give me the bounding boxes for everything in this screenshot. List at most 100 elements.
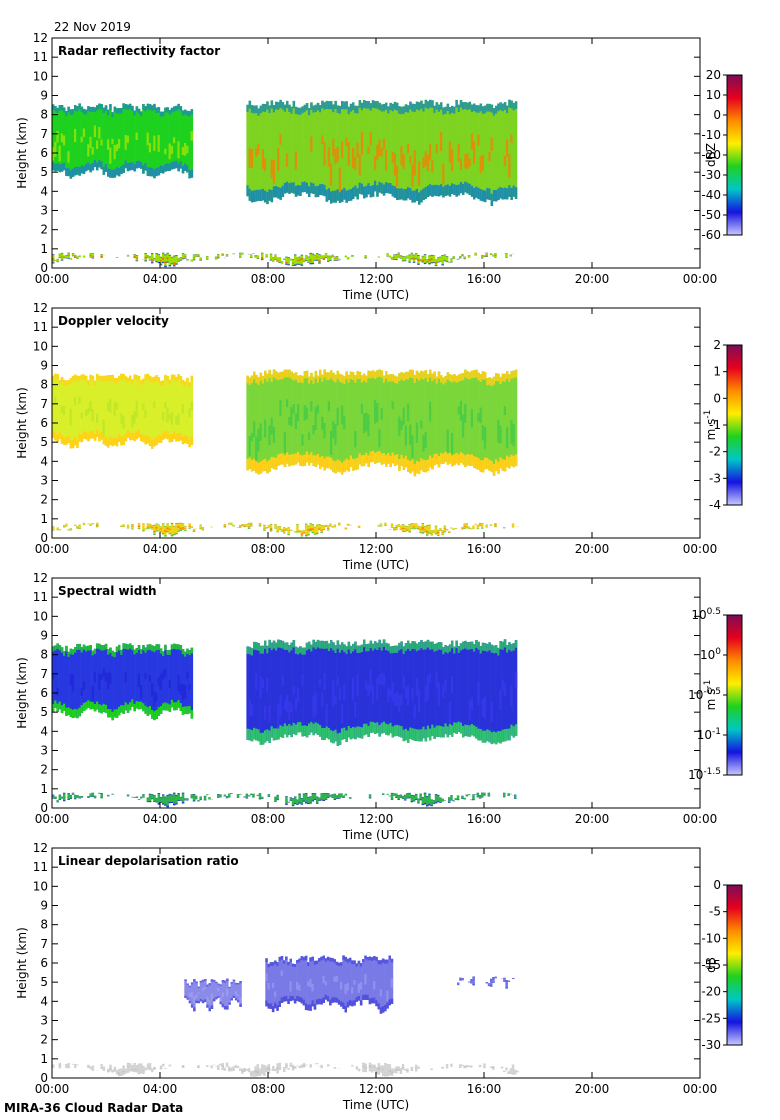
data-field-1: [52, 103, 194, 179]
y-tick-label: 10: [33, 339, 48, 353]
y-tick-label: 7: [40, 937, 48, 951]
y-tick-label: 4: [40, 454, 48, 468]
colorbar: [726, 74, 743, 236]
colorbar: [726, 884, 743, 1046]
y-tick-label: 3: [40, 744, 48, 758]
data-field-3: [52, 522, 519, 537]
colorbar-tick-label: -1: [709, 418, 721, 432]
y-tick-label: 11: [33, 860, 48, 874]
data-field-2: [246, 99, 518, 206]
data-field-group: [52, 639, 518, 808]
colorbar-tick-label: -3: [709, 471, 721, 485]
x-tick-label: 00:00: [683, 542, 718, 556]
data-field-3: [457, 976, 515, 989]
y-tick-label: 10: [33, 879, 48, 893]
y-tick-label: 2: [40, 763, 48, 777]
y-tick-label: 11: [33, 50, 48, 64]
colorbar-tick-label: -60: [701, 228, 721, 242]
x-tick-label: 00:00: [683, 1082, 718, 1096]
y-tick-label: 0: [40, 801, 48, 815]
y-tick-label: 7: [40, 667, 48, 681]
y-tick-label: 1: [40, 512, 48, 526]
y-tick-label: 10: [33, 609, 48, 623]
y-tick-label: 8: [40, 648, 48, 662]
panel-title: Doppler velocity: [58, 314, 169, 328]
x-tick-label: 16:00: [467, 812, 502, 826]
x-tick-label: 12:00: [359, 812, 394, 826]
y-tick-label: 4: [40, 994, 48, 1008]
x-tick-label: 00:00: [683, 272, 718, 286]
x-tick-label: 04:00: [143, 542, 178, 556]
colorbar-tick-label: -2: [709, 445, 721, 459]
x-tick-label: 08:00: [251, 1082, 286, 1096]
colorbar-unit-label: m s-1: [703, 680, 718, 711]
colorbar-unit-label: dB: [704, 957, 718, 973]
colorbar: [726, 344, 743, 506]
colorbar: [726, 614, 743, 776]
y-tick-label: 11: [33, 320, 48, 334]
y-tick-label: 8: [40, 918, 48, 932]
data-field-2: [265, 955, 394, 1014]
footer-label: MIRA-36 Cloud Radar Data: [4, 1101, 184, 1115]
y-tick-label: 6: [40, 416, 48, 430]
colorbar-tick-label: -5: [709, 905, 721, 919]
colorbar-tick-label: -20: [701, 985, 721, 999]
colorbar-tick-label: -20: [701, 148, 721, 162]
y-tick-label: 3: [40, 204, 48, 218]
data-field-1: [52, 373, 194, 449]
y-axis-label: Height (km): [15, 657, 29, 728]
y-tick-label: 9: [40, 899, 48, 913]
panel-title: Radar reflectivity factor: [58, 44, 220, 58]
data-field-2: [246, 639, 518, 746]
x-tick-label: 20:00: [575, 542, 610, 556]
panel-title: Spectral width: [58, 584, 157, 598]
x-tick-label: 08:00: [251, 812, 286, 826]
x-tick-label: 00:00: [683, 812, 718, 826]
y-tick-label: 8: [40, 378, 48, 392]
y-tick-label: 9: [40, 629, 48, 643]
x-tick-label: 12:00: [359, 1082, 394, 1096]
y-tick-label: 0: [40, 1071, 48, 1085]
colorbar-tick-label: -50: [701, 208, 721, 222]
x-tick-label: 16:00: [467, 542, 502, 556]
x-tick-label: 12:00: [359, 272, 394, 286]
data-field-group: [52, 99, 518, 268]
data-field-1: [52, 643, 194, 721]
colorbar-tick-label: 1: [713, 365, 721, 379]
colorbar-tick-label: 2: [713, 338, 721, 352]
x-tick-label: 08:00: [251, 272, 286, 286]
colorbar-tick-label: 10-1: [697, 727, 721, 742]
y-tick-label: 4: [40, 184, 48, 198]
y-tick-label: 6: [40, 686, 48, 700]
colorbar-tick-label: 10-0.5: [688, 687, 721, 702]
colorbar-tick-label: -30: [701, 168, 721, 182]
x-tick-label: 16:00: [467, 272, 502, 286]
y-tick-label: 8: [40, 108, 48, 122]
x-tick-label: 04:00: [143, 812, 178, 826]
x-tick-label: 00:00: [35, 542, 70, 556]
y-tick-label: 2: [40, 1033, 48, 1047]
colorbar-tick-label: 100.5: [691, 607, 721, 622]
colorbar-tick-label: -30: [701, 1038, 721, 1052]
colorbar-tick-label: -15: [701, 958, 721, 972]
y-tick-label: 10: [33, 69, 48, 83]
y-tick-label: 12: [33, 841, 48, 855]
colorbar-tick-label: 20: [706, 68, 721, 82]
y-tick-label: 2: [40, 493, 48, 507]
y-tick-label: 0: [40, 531, 48, 545]
colorbar-tick-label: 10: [706, 88, 721, 102]
y-tick-label: 5: [40, 435, 48, 449]
y-axis-label: Height (km): [15, 927, 29, 998]
y-tick-label: 2: [40, 223, 48, 237]
y-tick-label: 9: [40, 89, 48, 103]
y-tick-label: 6: [40, 146, 48, 160]
x-tick-label: 00:00: [35, 272, 70, 286]
x-axis-label: Time (UTC): [342, 1098, 409, 1112]
colorbar-tick-label: 0: [713, 391, 721, 405]
colorbar-tick-label: -10: [701, 128, 721, 142]
